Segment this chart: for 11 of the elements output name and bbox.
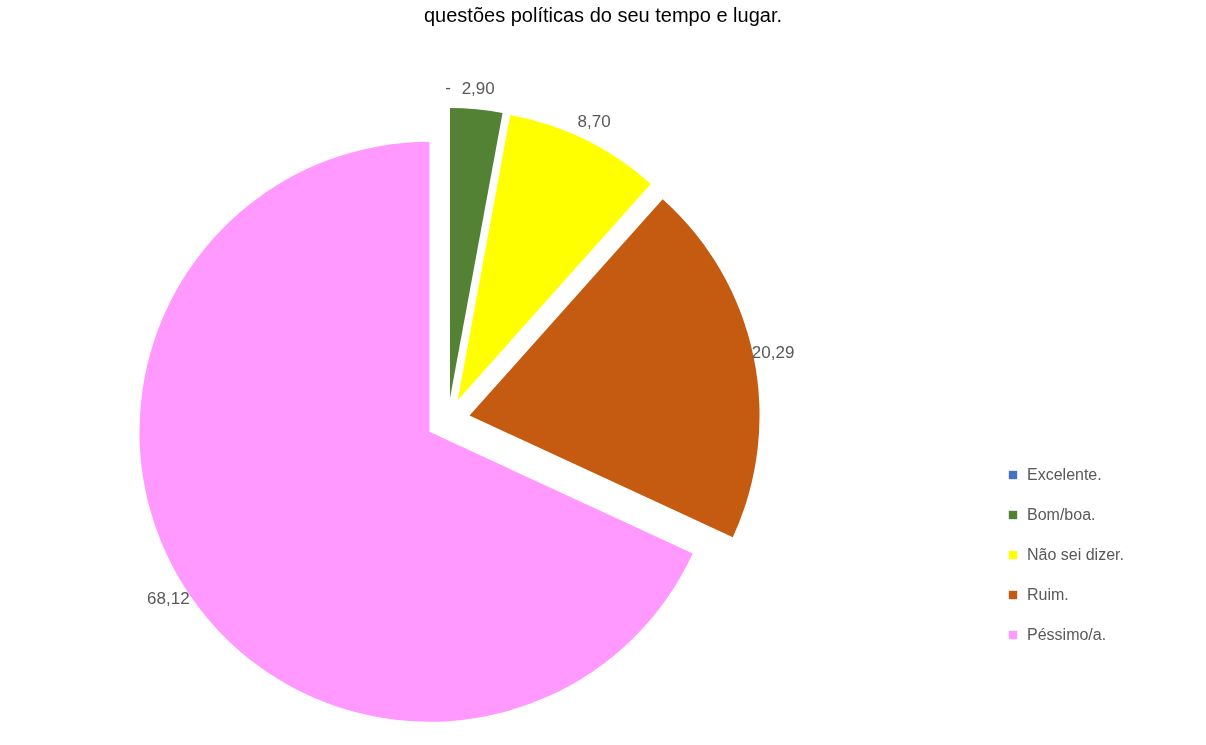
legend-label: Bom/boa. — [1027, 506, 1096, 523]
legend-label: Não sei dizer. — [1027, 546, 1124, 563]
data-label: 20,29 — [751, 342, 795, 362]
data-label: 2,90 — [461, 79, 495, 99]
chart-title: questões políticas do seu tempo e lugar. — [423, 4, 783, 26]
legend-label: Péssimo/a. — [1027, 626, 1107, 643]
data-label: 68,12 — [147, 588, 190, 608]
data-label: 8,70 — [577, 111, 611, 131]
legend-label: Excelente. — [1027, 466, 1102, 483]
legend-label: Ruim. — [1027, 586, 1069, 603]
text: - — [445, 78, 451, 97]
